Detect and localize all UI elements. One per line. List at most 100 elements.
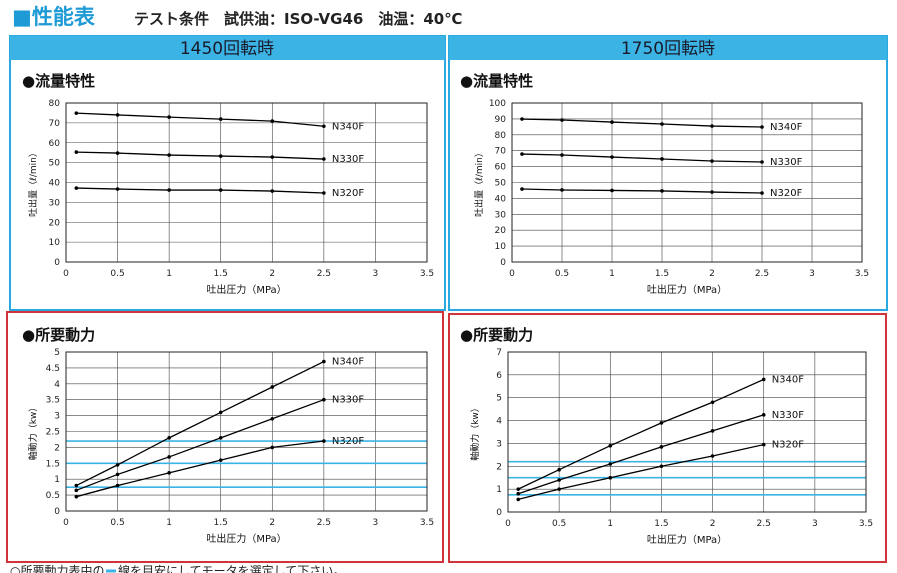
series-label: N320F <box>772 440 805 451</box>
data-point <box>322 397 326 402</box>
data-point <box>710 454 715 458</box>
y-tick-label: 3.5 <box>46 396 60 406</box>
chart-title: ●流量特性 <box>460 72 533 90</box>
x-tick-label: 0.5 <box>110 518 124 528</box>
x-tick-label: 3.5 <box>420 518 434 528</box>
data-point <box>218 436 223 440</box>
data-point <box>560 118 564 122</box>
data-point <box>660 157 664 161</box>
data-point <box>322 191 326 195</box>
series-line <box>76 399 325 491</box>
data-point <box>74 488 79 493</box>
x-tick-label: 2.5 <box>755 269 769 279</box>
x-tick-label: 1.5 <box>214 518 228 528</box>
x-tick-label: 0 <box>509 269 515 279</box>
panel-title: 1750回転時 <box>621 39 715 59</box>
data-point <box>520 187 524 191</box>
y-tick-label: 0 <box>54 258 60 268</box>
y-tick-label: 50 <box>49 159 61 169</box>
data-point <box>659 421 664 425</box>
data-point <box>608 443 613 448</box>
footer-note: 線を目安にしてモータを選定して下さい。 <box>118 563 345 573</box>
data-point <box>218 410 223 415</box>
series-line <box>76 112 324 127</box>
series-line <box>518 443 764 501</box>
x-tick-label: 1.5 <box>214 269 228 279</box>
data-point <box>659 464 664 469</box>
x-tick-label: 0.5 <box>555 269 569 279</box>
x-tick-label: 2.5 <box>317 518 331 528</box>
series-line <box>76 360 325 487</box>
data-point <box>270 189 275 193</box>
plot-frame <box>65 102 428 263</box>
data-point <box>322 439 326 443</box>
data-point <box>710 429 715 433</box>
y-tick-label: 1 <box>496 485 502 495</box>
plot-frame <box>507 351 867 513</box>
series-line <box>76 440 324 498</box>
data-point <box>74 494 79 499</box>
x-tick-label: 0.5 <box>552 519 566 529</box>
data-point <box>760 125 764 129</box>
data-point <box>322 124 326 129</box>
y-axis-label: 軸動力（kw） <box>27 403 39 461</box>
data-point <box>115 463 120 467</box>
y-tick-label: 20 <box>49 218 61 228</box>
y-tick-label: 30 <box>49 198 61 208</box>
x-tick-label: 3 <box>373 518 379 528</box>
x-tick-label: 3.5 <box>859 519 873 529</box>
series-label: N320F <box>770 188 803 199</box>
data-point <box>167 455 171 459</box>
data-point <box>74 111 79 115</box>
data-point <box>115 472 120 477</box>
series-label: N320F <box>332 188 365 199</box>
data-point <box>560 153 564 157</box>
footer-note: ○所要動力表中の <box>10 563 104 573</box>
y-tick-label: 2 <box>496 462 502 472</box>
data-point <box>218 458 223 462</box>
series-line <box>521 153 763 163</box>
y-tick-label: 4 <box>54 380 60 390</box>
series-label: N330F <box>332 154 365 165</box>
y-tick-label: 10 <box>495 242 507 252</box>
series-line <box>518 414 764 495</box>
x-tick-label: 2 <box>269 518 275 528</box>
header-title: ■性能表 <box>12 5 96 29</box>
data-point <box>115 113 120 117</box>
series-label: N340F <box>772 374 805 385</box>
y-tick-label: 80 <box>49 99 61 109</box>
x-tick-label: 0.5 <box>110 269 124 279</box>
data-point <box>560 188 564 192</box>
data-point <box>710 124 714 128</box>
data-point <box>761 442 766 447</box>
data-point <box>760 160 764 164</box>
data-point <box>608 475 613 480</box>
data-point <box>516 497 521 502</box>
series-line <box>517 378 764 490</box>
y-tick-label: 7 <box>496 348 502 358</box>
y-tick-label: 60 <box>495 163 507 173</box>
data-point <box>74 483 79 488</box>
y-tick-label: 4.5 <box>46 364 60 374</box>
plot-frame <box>65 351 428 512</box>
y-tick-label: 0 <box>496 508 502 518</box>
x-tick-label: 0 <box>505 519 511 529</box>
x-tick-label: 1 <box>607 519 613 529</box>
y-tick-label: 70 <box>495 147 507 157</box>
data-point <box>760 191 764 195</box>
series-label: N340F <box>332 357 365 368</box>
data-point <box>167 115 171 119</box>
data-point <box>610 120 614 124</box>
series-label: N330F <box>332 395 365 406</box>
highlight-frame <box>448 313 887 563</box>
panel-header <box>449 36 887 60</box>
data-point <box>761 377 766 382</box>
data-point <box>270 155 275 159</box>
y-tick-label: 5 <box>54 348 60 358</box>
y-axis-label: 吐出量（ℓ/min） <box>27 148 39 217</box>
data-point <box>167 436 171 440</box>
data-point <box>115 187 120 191</box>
data-point <box>610 155 614 159</box>
data-point <box>115 483 120 488</box>
y-tick-label: 4 <box>496 417 502 427</box>
